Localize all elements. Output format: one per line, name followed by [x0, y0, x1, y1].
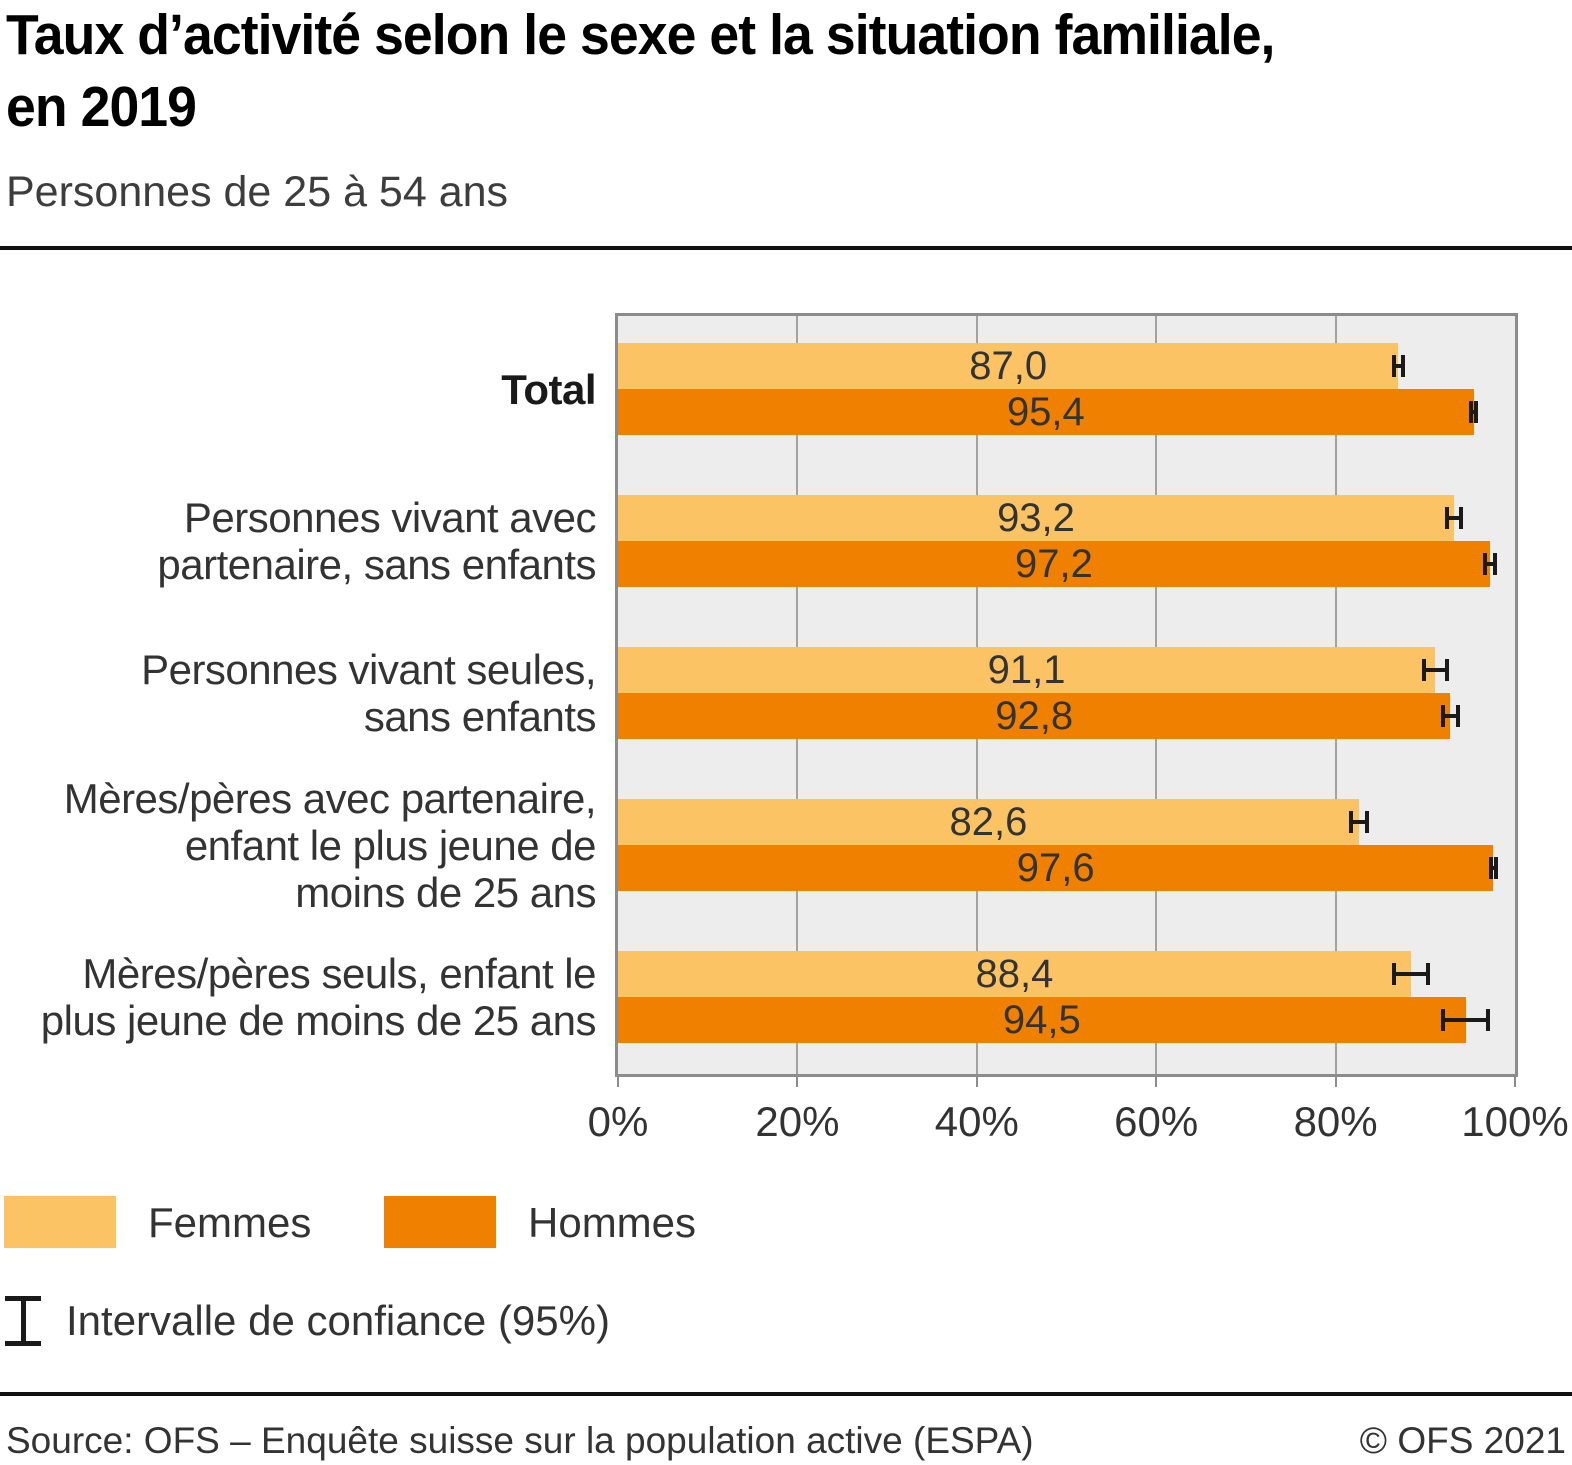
- axis-tick-label: 60%: [1114, 1098, 1199, 1145]
- error-bar: [1421, 647, 1449, 693]
- footer-divider: [0, 1392, 1572, 1396]
- error-bar-cap-right: [1493, 553, 1498, 575]
- bar-femmes: 82,6: [618, 799, 1359, 845]
- error-bar-line: [1392, 972, 1430, 976]
- error-bar-line: [1440, 714, 1461, 718]
- axis-tick: [975, 1077, 978, 1087]
- error-bar-line: [1445, 516, 1463, 520]
- axis-tick-label: 20%: [755, 1098, 840, 1145]
- bar-value-label: 88,4: [975, 951, 1054, 996]
- bar-femmes: 88,4: [618, 951, 1411, 997]
- category-label: Personnes vivant avec partenaire, sans e…: [157, 494, 596, 588]
- error-bar-cap-left: [1469, 401, 1474, 423]
- legend-label-hommes: Hommes: [528, 1199, 697, 1246]
- error-bar-cap-left: [1392, 355, 1397, 377]
- axis-tick: [1334, 1077, 1337, 1087]
- error-bar-icon: [4, 1296, 42, 1346]
- error-bar-cap-right: [1474, 401, 1479, 423]
- bar-value-label: 92,8: [995, 693, 1074, 738]
- axis-tick-label: 80%: [1293, 1098, 1378, 1145]
- error-bar: [1445, 495, 1463, 541]
- error-bar: [1392, 343, 1405, 389]
- bar-hommes: 97,6: [618, 845, 1494, 891]
- category-label: Total: [501, 365, 596, 413]
- bar-hommes: 97,2: [618, 541, 1490, 587]
- error-bar: [1392, 951, 1430, 997]
- error-bar: [1488, 845, 1498, 891]
- axis-tick: [1514, 1077, 1516, 1087]
- x-axis-labels: 0% 20% 40% 60% 80% 100%: [588, 1098, 1569, 1150]
- category-labels: Total Personnes vivant avec partenaire, s…: [0, 316, 597, 1074]
- error-bar-line: [1421, 668, 1449, 672]
- bar-value-label: 97,6: [1016, 845, 1095, 890]
- confidence-legend-label: Intervalle de confiance (95%): [66, 1297, 610, 1344]
- bar-value-label: 94,5: [1002, 997, 1081, 1042]
- error-bar-cap-left: [1421, 659, 1426, 681]
- error-bar-cap-right: [1458, 507, 1463, 529]
- error-bar-line: [1441, 1018, 1490, 1022]
- error-bar-cap-right: [1485, 1009, 1490, 1031]
- category-label: Mères/pères seuls, enfant le plus jeune …: [40, 950, 597, 1044]
- axis-tick: [1155, 1077, 1158, 1087]
- error-bar-cap-left: [1392, 963, 1397, 985]
- copyright-text: © OFS 2021: [1359, 1420, 1566, 1461]
- category-label: Personnes vivant seules, sans enfants: [141, 646, 596, 740]
- legend-swatch-femmes: [4, 1196, 116, 1248]
- error-bar-cap-right: [1456, 705, 1461, 727]
- legend-label-femmes: Femmes: [148, 1199, 312, 1246]
- axis-tick: [796, 1077, 799, 1087]
- chart-subtitle: Personnes de 25 à 54 ans: [6, 168, 509, 216]
- source-text: Source: OFS – Enquête suisse sur la popu…: [6, 1420, 1034, 1461]
- axis-tick-label: 0%: [587, 1098, 649, 1145]
- footer: Source: OFS – Enquête suisse sur la popu…: [6, 1420, 1566, 1462]
- error-bar-cap-right: [1364, 811, 1369, 833]
- error-bar-cap-left: [1445, 507, 1450, 529]
- error-bar-cap-right: [1493, 857, 1498, 879]
- plot-area: 87,0 93,2 91,1 82,6 88,4 95,4 97,2 92,8 97,6 94,5: [615, 313, 1518, 1087]
- error-bar-line: [1392, 364, 1405, 368]
- bar-value-label: 87,0: [969, 343, 1048, 388]
- error-bar-cap-right: [1425, 963, 1430, 985]
- bar-femmes: 93,2: [618, 495, 1454, 541]
- error-bar-cap-left: [1440, 705, 1445, 727]
- chart-title: Taux d’activité selon le sexe et la situ…: [6, 3, 1275, 139]
- legend: Femmes Hommes: [4, 1196, 1004, 1248]
- error-bar-line: [1349, 820, 1369, 824]
- error-bar: [1441, 997, 1490, 1043]
- bar-value-label: 91,1: [987, 647, 1066, 692]
- bar-hommes: 94,5: [618, 997, 1466, 1043]
- header-divider: [0, 246, 1572, 250]
- error-bar-line: [1488, 866, 1498, 870]
- error-bar-cap-left: [1349, 811, 1354, 833]
- bar-femmes: 87,0: [618, 343, 1399, 389]
- error-bar-icon-stem: [21, 1296, 26, 1346]
- error-bar-cap-left: [1441, 1009, 1446, 1031]
- error-bar-cap-right: [1400, 355, 1405, 377]
- error-bar-line: [1482, 562, 1498, 566]
- axis-tick-label: 100%: [1461, 1098, 1569, 1145]
- error-bar: [1440, 693, 1461, 739]
- axis-tick: [617, 1077, 619, 1087]
- confidence-legend: Intervalle de confiance (95%): [4, 1295, 1004, 1347]
- bar-value-label: 95,4: [1006, 389, 1085, 434]
- bar-value-label: 82,6: [949, 799, 1028, 844]
- error-bar-line: [1469, 410, 1479, 414]
- error-bar-cap-left: [1488, 857, 1493, 879]
- error-bar: [1482, 541, 1498, 587]
- error-bar: [1469, 389, 1479, 435]
- error-bar-icon-cap: [5, 1341, 41, 1346]
- bar-hommes: 92,8: [618, 693, 1451, 739]
- bar-value-label: 93,2: [997, 495, 1075, 540]
- error-bar: [1349, 799, 1369, 845]
- category-label: Mères/pères avec partenaire, enfant le p…: [63, 774, 597, 916]
- legend-swatch-hommes: [384, 1196, 496, 1248]
- bar-value-label: 97,2: [1015, 541, 1093, 586]
- axis-tick-label: 40%: [934, 1098, 1019, 1145]
- error-bar-cap-right: [1444, 659, 1449, 681]
- bar-hommes: 95,4: [618, 389, 1474, 435]
- error-bar-cap-left: [1482, 553, 1487, 575]
- bar-femmes: 91,1: [618, 647, 1436, 693]
